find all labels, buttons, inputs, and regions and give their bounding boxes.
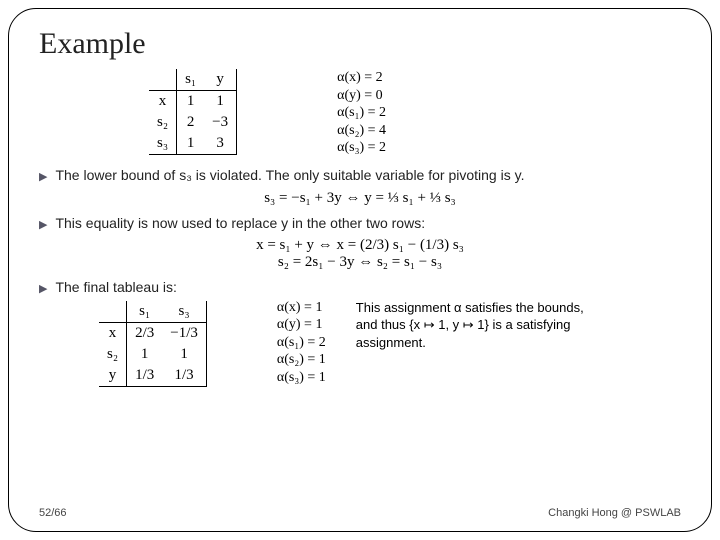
alpha-line: α(s₂) = 1 [277, 351, 326, 369]
cell: 1 [127, 344, 163, 365]
alpha-line: α(s₂) = 4 [337, 122, 386, 140]
bullet-3: ▶ The final tableau is: [39, 279, 681, 295]
cell: 2/3 [127, 322, 163, 344]
bullet-icon: ▶ [39, 282, 47, 295]
cell: 1 [177, 91, 205, 113]
alpha-line: α(y) = 1 [277, 316, 326, 334]
cell: 1 [177, 133, 205, 155]
cell: 1/3 [162, 365, 206, 387]
bullet-1: ▶ The lower bound of s₃ is violated. The… [39, 167, 681, 183]
footer: 52/66 Changki Hong @ PSWLAB [39, 507, 681, 519]
slide-title: Example [39, 27, 681, 61]
row-label: s₂ [149, 112, 177, 133]
col-header: y [204, 69, 236, 91]
slide-frame: Example s₁ y x 1 1 s₂ 2 −3 s₃ 1 3 [8, 8, 712, 532]
initial-tableau: s₁ y x 1 1 s₂ 2 −3 s₃ 1 3 [149, 69, 237, 155]
equation-2: x = s₁ + y ⇔ x = (2/3) s₁ − (1/3) s₃ s₂ … [39, 237, 681, 271]
col-header: s₁ [127, 301, 163, 323]
initial-alpha-assignments: α(x) = 2 α(y) = 0 α(s₁) = 2 α(s₂) = 4 α(… [337, 69, 386, 157]
bullet-icon: ▶ [39, 218, 47, 231]
row-label: x [99, 322, 127, 344]
col-header: s₃ [162, 301, 206, 323]
row-label: s₂ [99, 344, 127, 365]
eq-text: s₃ = −s₁ + 3y ⇔ y = ⅓ s₁ + ⅓ s₃ [264, 190, 456, 206]
alpha-line: α(y) = 0 [337, 87, 386, 105]
cell: 1 [162, 344, 206, 365]
final-alpha-assignments: α(x) = 1 α(y) = 1 α(s₁) = 2 α(s₂) = 1 α(… [277, 299, 326, 387]
col-header: s₁ [177, 69, 205, 91]
row-label: x [149, 91, 177, 113]
alpha-line: α(s₁) = 2 [337, 104, 386, 122]
eq-text: x = s₁ + y ⇔ x = (2/3) s₁ − (1/3) s₃ [39, 237, 681, 254]
final-tableau: s₁ s₃ x 2/3 −1/3 s₂ 1 1 y 1/3 1/3 [99, 301, 207, 387]
bullet-text: The lower bound of s₃ is violated. The o… [55, 167, 524, 183]
bullet-text: The final tableau is: [55, 279, 176, 295]
alpha-line: α(s₁) = 2 [277, 334, 326, 352]
satisfying-note: This assignment α satisfies the bounds, … [356, 299, 586, 352]
cell: 2 [177, 112, 205, 133]
row-label: y [99, 365, 127, 387]
final-row: s₁ s₃ x 2/3 −1/3 s₂ 1 1 y 1/3 1/3 [39, 299, 681, 387]
author-credit: Changki Hong @ PSWLAB [548, 507, 681, 519]
alpha-line: α(s₃) = 2 [337, 139, 386, 157]
cell: 3 [204, 133, 236, 155]
alpha-line: α(s₃) = 1 [277, 369, 326, 387]
cell: 1/3 [127, 365, 163, 387]
bullet-icon: ▶ [39, 170, 47, 183]
cell: 1 [204, 91, 236, 113]
alpha-line: α(x) = 1 [277, 299, 326, 317]
row-label: s₃ [149, 133, 177, 155]
page-number: 52/66 [39, 507, 67, 519]
bullet-2: ▶ This equality is now used to replace y… [39, 215, 681, 231]
cell: −3 [204, 112, 236, 133]
cell: −1/3 [162, 322, 206, 344]
alpha-line: α(x) = 2 [337, 69, 386, 87]
top-content-row: s₁ y x 1 1 s₂ 2 −3 s₃ 1 3 α(x) = 2 α(y) … [149, 69, 681, 157]
equation-1: s₃ = −s₁ + 3y ⇔ y = ⅓ s₁ + ⅓ s₃ [39, 189, 681, 207]
bullet-text: This equality is now used to replace y i… [55, 215, 425, 231]
eq-text: s₂ = 2s₁ − 3y ⇔ s₂ = s₁ − s₃ [39, 254, 681, 271]
